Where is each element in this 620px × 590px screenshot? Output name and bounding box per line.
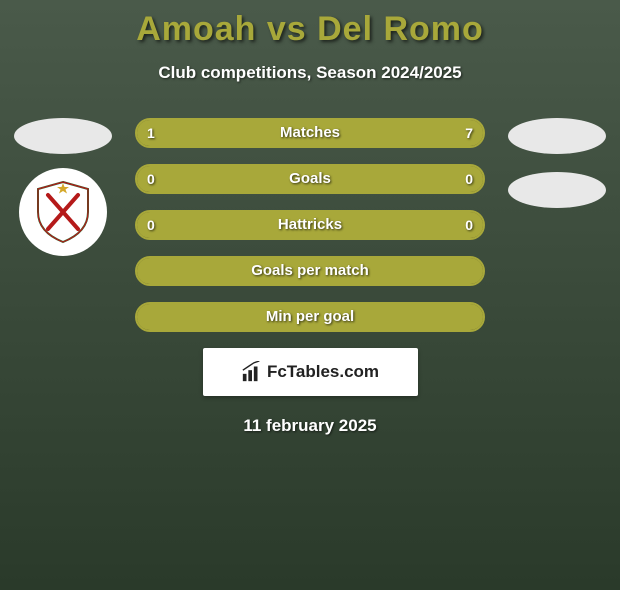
stat-label: Matches [137,120,483,146]
player-left-avatar [14,118,112,154]
player-left-column [8,118,118,256]
comparison-subtitle: Club competitions, Season 2024/2025 [0,63,620,83]
player-right-crest-placeholder [508,172,606,208]
stat-label: Hattricks [137,212,483,238]
stat-label: Goals [137,166,483,192]
comparison-title: Amoah vs Del Romo [0,10,620,49]
shield-icon [28,177,98,247]
stat-value-left: 0 [137,166,165,192]
stat-value-right: 7 [455,120,483,146]
stat-value-left: 0 [137,212,165,238]
stat-bars: Matches17Goals00Hattricks00Goals per mat… [135,118,485,332]
stat-label: Min per goal [137,304,483,330]
stat-value-right: 0 [455,212,483,238]
stat-value-right: 0 [455,166,483,192]
bar-chart-icon [241,361,263,383]
brand-label: FcTables.com [241,361,379,383]
player-right-column [502,118,612,216]
stat-bar: Goals0 0 [135,164,485,194]
stat-bar: Hattricks0 0 [135,210,485,240]
player-left-crest [19,168,107,256]
player-right-avatar [508,118,606,154]
comparison-chart: Matches17Goals00Hattricks00Goals per mat… [0,118,620,332]
date-label: 11 february 2025 [0,416,620,436]
stat-label: Goals per match [137,258,483,284]
stat-bar: Matches1 7 [135,118,485,148]
stat-value-left: 1 [137,120,165,146]
stat-bar: Min per goal [135,302,485,332]
stat-bar: Goals per match [135,256,485,286]
brand-badge: FcTables.com [203,348,418,396]
